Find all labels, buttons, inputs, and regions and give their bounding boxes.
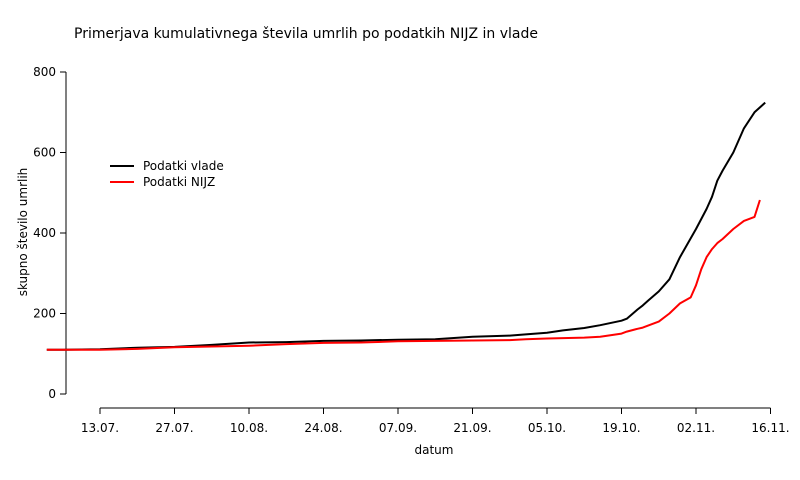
y-axis: 0 200 400 600 800 xyxy=(33,65,67,401)
x-tick-label: 16.11. xyxy=(751,421,789,435)
y-tick-label: 400 xyxy=(33,226,56,240)
x-tick-label: 21.09. xyxy=(453,421,491,435)
x-tick-label: 02.11. xyxy=(677,421,715,435)
x-tick-label: 05.10. xyxy=(528,421,566,435)
y-tick-label: 600 xyxy=(33,146,56,160)
series-line-1 xyxy=(46,101,766,351)
legend-label: Podatki vlade xyxy=(143,159,224,173)
chart-title: Primerjava kumulativnega števila umrlih … xyxy=(74,26,538,42)
x-tick-label: 27.07. xyxy=(155,421,193,435)
series-layer xyxy=(46,101,766,351)
y-axis-label: skupno število umrlih xyxy=(16,168,30,297)
legend: Podatki vlade Podatki NIJZ xyxy=(110,159,224,189)
legend-label: Podatki NIJZ xyxy=(143,175,215,189)
x-tick-label: 19.10. xyxy=(602,421,640,435)
x-tick-label: 13.07. xyxy=(81,421,119,435)
x-tick-label: 24.08. xyxy=(304,421,342,435)
x-tick-label: 07.09. xyxy=(379,421,417,435)
y-tick-label: 800 xyxy=(33,65,56,79)
x-axis-label: datum xyxy=(415,443,454,457)
x-tick-label: 10.08. xyxy=(230,421,268,435)
y-tick-label: 200 xyxy=(33,307,56,321)
series-line-2 xyxy=(46,199,761,351)
x-axis: 13.07. 27.07. 10.08. 24.08. 07.09. 21.09. 05.1… xyxy=(81,407,790,435)
y-tick-label: 0 xyxy=(48,387,56,401)
